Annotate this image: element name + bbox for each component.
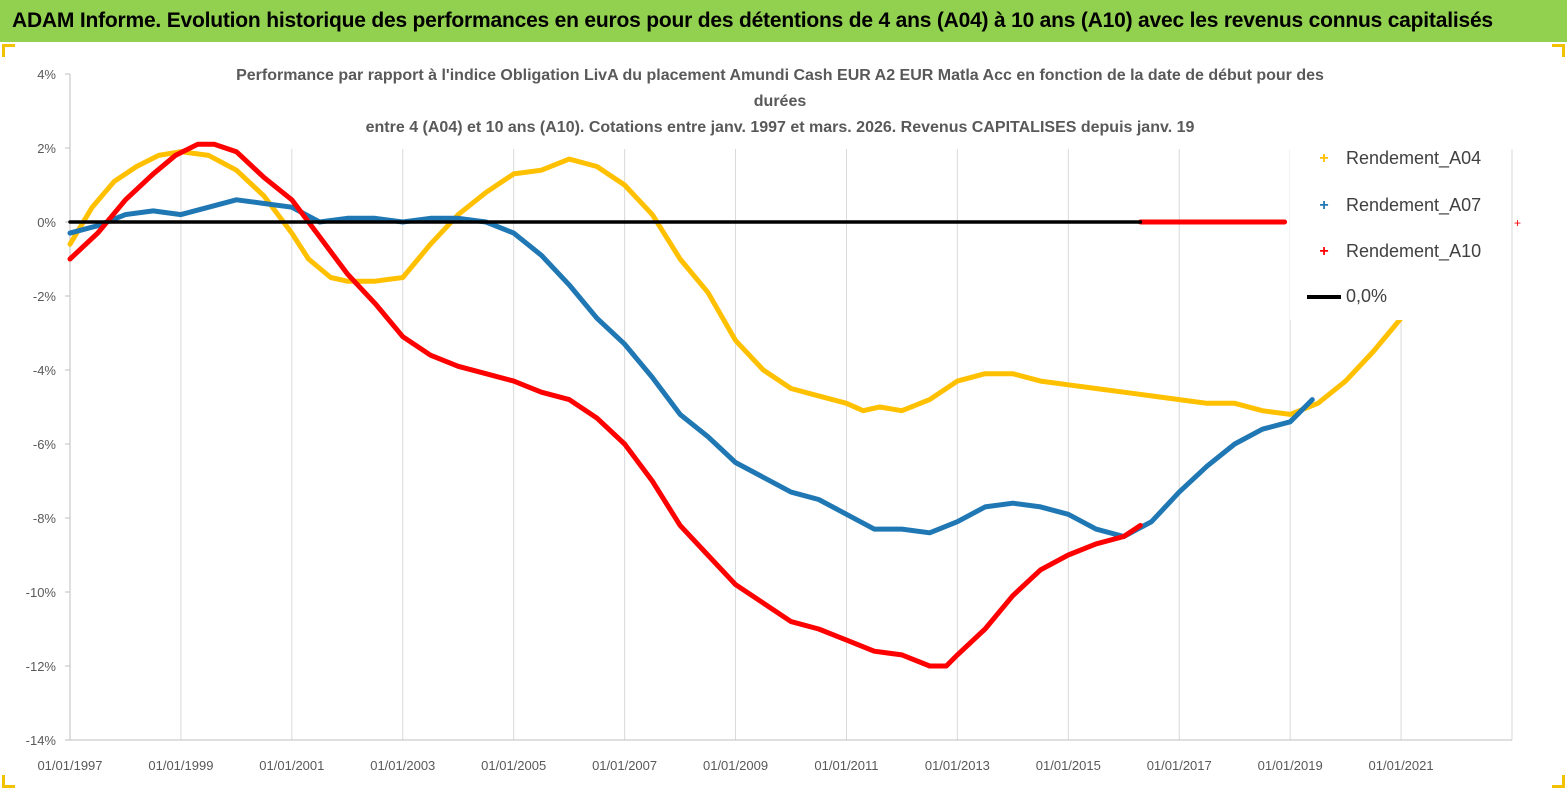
y-tick-label: -6%	[33, 437, 57, 452]
frame-corner	[1552, 775, 1565, 788]
legend-item-a07: + Rendement_A07	[1306, 195, 1481, 216]
y-tick-label: 2%	[37, 141, 56, 156]
legend-item-zero: 0,0%	[1306, 286, 1387, 307]
report-title: ADAM Informe. Evolution historique des p…	[12, 9, 1493, 32]
legend-marker-icon: +	[1319, 196, 1329, 214]
legend-marker-icon: +	[1319, 149, 1329, 167]
x-tick-label: 01/01/2005	[481, 758, 546, 773]
x-tick-label: 01/01/2021	[1369, 758, 1434, 773]
x-tick-label: 01/01/2001	[259, 758, 324, 773]
y-tick-label: -8%	[33, 511, 57, 526]
legend-label: Rendement_A07	[1346, 195, 1482, 215]
x-tick-label: 01/01/2019	[1258, 758, 1323, 773]
legend-label: 0,0%	[1346, 286, 1388, 306]
y-tick-label: 0%	[37, 215, 56, 230]
frame-corner	[1552, 44, 1565, 57]
series-line-rendement-a10	[67, 141, 1143, 669]
y-tick-label: -12%	[26, 659, 57, 674]
legend-marker-icon: +	[1319, 242, 1329, 260]
legend-item-a04: + Rendement_A04	[1306, 148, 1481, 169]
chart-title-line: durées	[753, 93, 807, 110]
x-tick-label: 01/01/2007	[592, 758, 657, 773]
x-tick-label: 01/01/2003	[370, 758, 435, 773]
legend-line-icon	[1307, 294, 1341, 299]
series-line-rendement-a04	[67, 149, 1404, 417]
legend-label: Rendement_A10	[1346, 241, 1482, 261]
y-tick-label: -4%	[33, 363, 57, 378]
chart-legend: + Rendement_A04 + Rendement_A07 + Rendem…	[1290, 140, 1500, 320]
x-tick-label: 01/01/2013	[925, 758, 990, 773]
legend-label: Rendement_A04	[1346, 148, 1482, 168]
series-line-rendement-a07	[67, 197, 1315, 539]
frame-corner	[2, 775, 15, 788]
x-tick-label: 01/01/2017	[1147, 758, 1212, 773]
y-tick-label: 4%	[37, 67, 56, 82]
report-banner: ADAM Informe. Evolution historique des p…	[0, 0, 1567, 42]
y-tick-label: -2%	[33, 289, 57, 304]
legend-item-a10: + Rendement_A10	[1306, 241, 1481, 262]
x-tick-label: 01/01/2015	[1036, 758, 1101, 773]
chart-title-line: entre 4 (A04) et 10 ans (A10). Cotations…	[365, 119, 1195, 136]
x-tick-label: 01/01/1997	[37, 758, 102, 773]
series-end-marker: +	[1514, 216, 1521, 230]
x-tick-label: 01/01/1999	[148, 758, 213, 773]
chart-title-line: Performance par rapport à l'indice Oblig…	[236, 67, 1324, 84]
y-tick-label: -14%	[26, 733, 57, 748]
x-tick-label: 01/01/2011	[814, 758, 878, 773]
chart-title: Performance par rapport à l'indice Oblig…	[170, 63, 1390, 141]
y-tick-label: -10%	[26, 585, 57, 600]
frame-corner	[2, 44, 15, 57]
x-tick-label: 01/01/2009	[703, 758, 768, 773]
